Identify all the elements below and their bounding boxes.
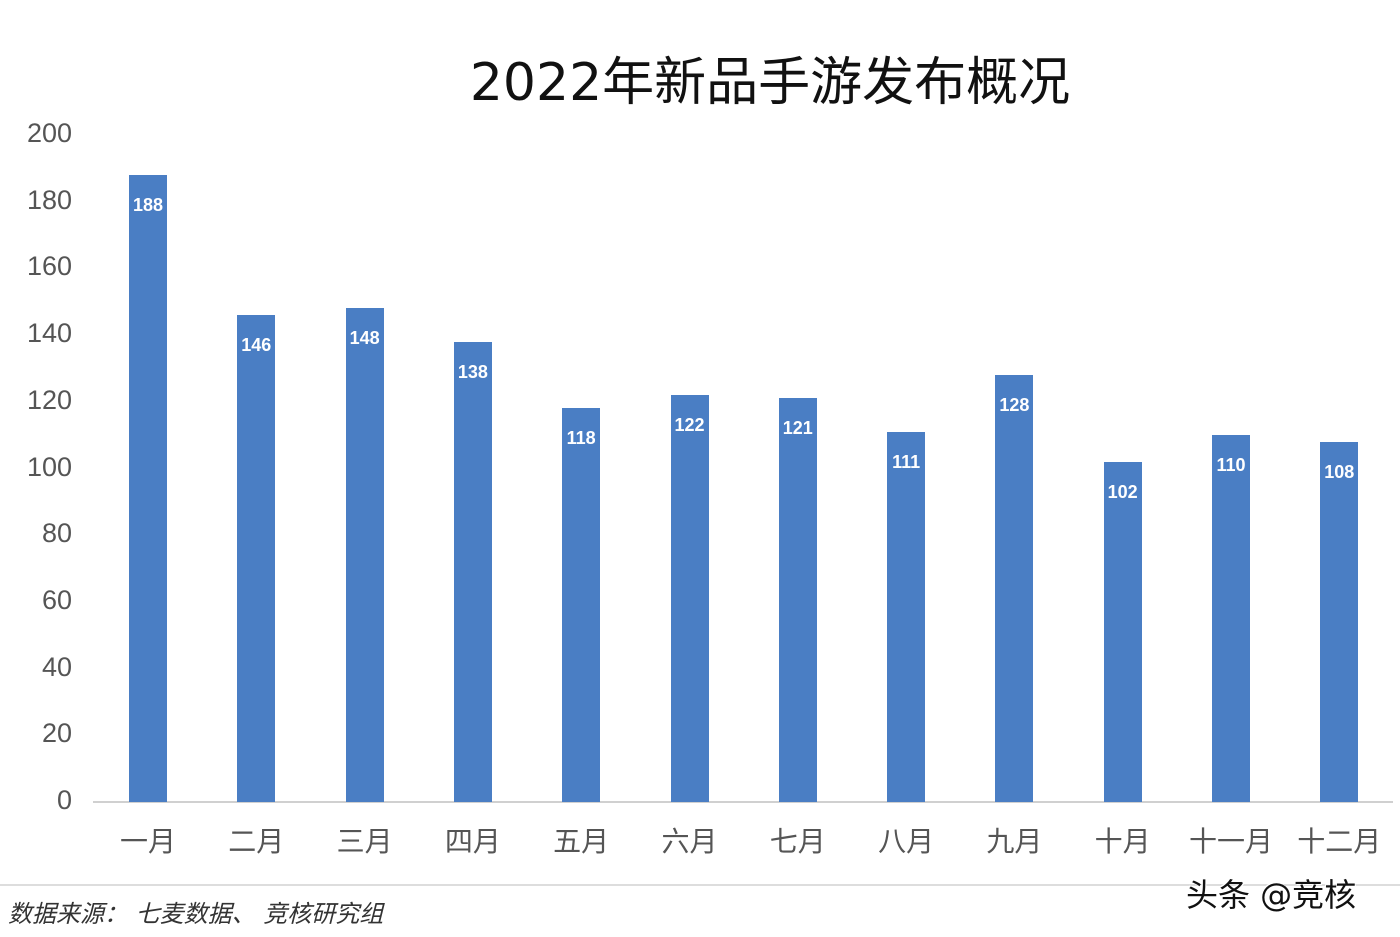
chart-title: 2022年新品手游发布概况	[469, 53, 1071, 113]
x-tick-label: 三月	[336, 825, 393, 858]
y-tick-label: 80	[41, 518, 72, 549]
y-tick-label: 60	[41, 584, 72, 615]
bar-value-label: 138	[457, 361, 488, 382]
bar	[237, 315, 276, 802]
bar-value-label: 146	[241, 335, 272, 356]
x-tick-label: 九月	[986, 825, 1043, 858]
bar	[1212, 435, 1250, 802]
bar	[1320, 441, 1359, 802]
x-tick-label: 七月	[769, 825, 826, 858]
y-tick-label: 140	[26, 318, 72, 349]
x-tick-label: 四月	[444, 825, 501, 858]
x-tick-label: 八月	[878, 825, 935, 858]
x-tick-label: 六月	[661, 825, 718, 858]
bar	[670, 395, 709, 802]
bar	[887, 431, 926, 802]
bar-value-label: 148	[349, 328, 380, 349]
x-tick-label: 十二月	[1297, 825, 1382, 858]
x-axis-line	[93, 801, 1393, 803]
bar	[345, 308, 384, 802]
x-tick-label: 十月	[1094, 825, 1151, 858]
watermark: 头条 @竞核	[1186, 876, 1357, 914]
x-tick-label: 二月	[228, 825, 285, 858]
bar	[562, 408, 601, 802]
bar-value-label: 111	[892, 451, 921, 472]
bar-value-label: 128	[999, 395, 1030, 416]
bar-value-label: 108	[1324, 461, 1355, 482]
x-tick-label: 十一月	[1188, 825, 1273, 858]
bar-value-label: 102	[1107, 481, 1138, 502]
bar-value-label: 110	[1216, 455, 1246, 476]
bar	[453, 341, 492, 802]
y-tick-label: 40	[41, 651, 72, 682]
y-tick-label: 180	[26, 184, 72, 215]
bar	[129, 175, 167, 802]
x-tick-label: 五月	[553, 825, 610, 858]
y-tick-label: 200	[26, 118, 72, 148]
y-tick-label: 100	[26, 451, 72, 482]
y-tick-label: 20	[41, 718, 72, 749]
bar-value-label: 118	[566, 428, 596, 449]
data-source-note: 数据来源： 七麦数据、 竞核研究组	[8, 900, 384, 928]
footer-divider	[0, 884, 1400, 886]
y-tick-label: 0	[56, 785, 72, 815]
bar	[1103, 461, 1142, 802]
bar	[995, 375, 1034, 802]
bar-value-label: 121	[782, 418, 813, 439]
x-tick-label: 一月	[119, 825, 176, 858]
y-tick-label: 120	[26, 384, 72, 415]
bar	[778, 398, 817, 802]
bar-value-label: 122	[674, 415, 705, 436]
y-tick-label: 160	[26, 251, 72, 282]
bar-value-label: 188	[132, 195, 164, 216]
